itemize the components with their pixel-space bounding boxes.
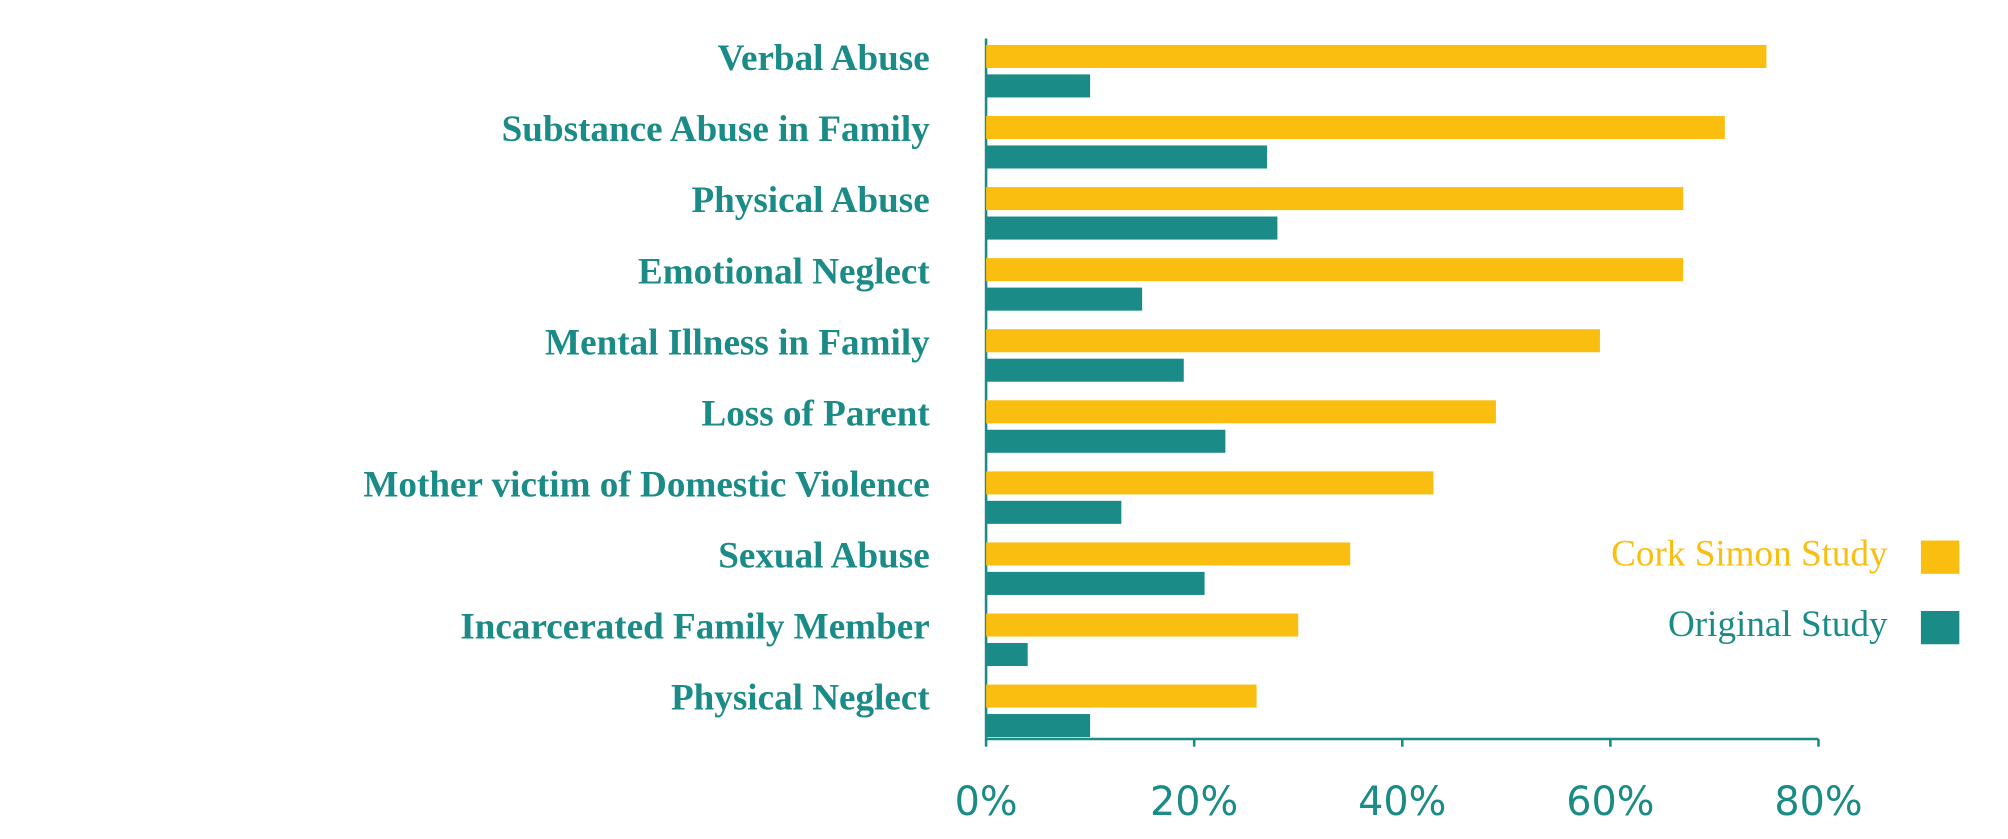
category-label: Verbal Abuse [718,38,930,79]
bar [986,187,1684,211]
bar [986,571,1205,595]
category-label: Substance Abuse in Family [502,109,930,150]
bar [986,714,1091,738]
legend-swatch [1920,610,1960,645]
bar [986,74,1091,98]
bar [986,145,1268,169]
bar [986,329,1600,353]
category-label: Mother victim of Domestic Violence [363,465,929,506]
category-label: Incarcerated Family Member [460,607,929,648]
x-tick-label: 60% [1566,779,1654,825]
bar [986,684,1257,708]
bar [986,400,1496,424]
category-label: Physical Neglect [671,678,930,719]
bar [986,44,1767,68]
bar [986,500,1122,524]
x-tick-label: 20% [1150,779,1238,825]
bar [986,287,1143,311]
bar [986,258,1684,282]
bar [986,429,1226,453]
bar [986,542,1351,566]
category-label: Physical Abuse [691,180,929,221]
bar [986,471,1434,495]
legend-label: Original Study [1668,604,1888,645]
category-label: Emotional Neglect [638,251,930,292]
bar [986,642,1028,667]
bar [986,115,1725,140]
legend-label: Cork Simon Study [1611,534,1888,575]
bar [986,216,1278,240]
x-tick-label: 0% [955,779,1018,825]
category-label: Mental Illness in Family [545,322,930,363]
legend-swatch [1920,540,1960,574]
category-label: Sexual Abuse [718,536,929,577]
bar [986,613,1299,637]
bar [986,358,1184,382]
x-tick-label: 40% [1358,779,1446,825]
x-tick-label: 80% [1774,779,1862,825]
category-label: Loss of Parent [701,393,930,434]
